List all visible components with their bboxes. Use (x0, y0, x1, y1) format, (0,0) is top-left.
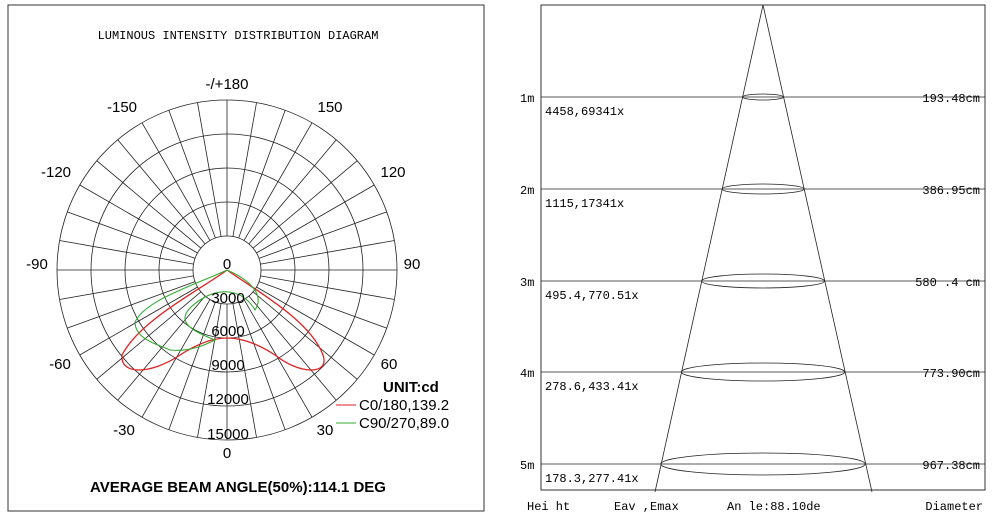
angle-label: 0 (223, 445, 231, 462)
polar-spoke (238, 301, 286, 430)
illuminance-label: 178.3,277.41x (545, 472, 639, 486)
height-label: 2m (520, 184, 534, 198)
polar-spoke (248, 139, 337, 245)
polar-spoke (252, 291, 358, 380)
polar-spoke (168, 110, 216, 239)
polar-spoke (79, 286, 198, 356)
angle-label: 120 (380, 164, 405, 181)
legend-entry: C90/270,89.0 (359, 415, 449, 432)
light-spot (742, 93, 784, 101)
angle-label: 0 (223, 256, 231, 273)
polar-spoke (260, 240, 395, 265)
polar-spoke (67, 211, 196, 259)
diameter-label: 967.38cm (922, 459, 980, 473)
polar-spoke (67, 281, 196, 329)
illuminance-label: 1115,17341x (545, 197, 624, 211)
angle-label: 30 (317, 422, 334, 439)
polar-spoke (252, 160, 358, 249)
light-spot (701, 273, 825, 289)
c0-curve (121, 269, 325, 371)
polar-spoke (96, 160, 202, 249)
radial-label: 12000 (207, 391, 249, 408)
radial-label: 6000 (211, 323, 244, 340)
radial-label: 3000 (211, 290, 244, 307)
polar-spoke (59, 275, 194, 300)
footer-label: Hei ht (527, 500, 570, 514)
polar-spoke (168, 301, 216, 430)
polar-spoke (117, 139, 206, 245)
polar-spoke (197, 102, 222, 237)
polar-spoke (256, 286, 375, 356)
polar-spoke (79, 184, 198, 254)
polar-spoke (141, 299, 211, 418)
polar-spoke (141, 122, 211, 241)
angle-label: -30 (113, 422, 135, 439)
unit-label: UNIT:cd (383, 379, 439, 396)
diameter-label: 193.48cm (922, 92, 980, 106)
diameter-label: 386.95cm (922, 184, 980, 198)
cone-edge (654, 4, 764, 493)
polar-spoke (258, 281, 387, 329)
cone-edge (762, 4, 873, 493)
angle-label: -120 (41, 164, 71, 181)
polar-spoke (59, 240, 194, 265)
height-label: 4m (520, 367, 534, 381)
polar-spoke (243, 122, 313, 241)
illuminance-label: 278.6,433.41x (545, 380, 639, 394)
angle-label: 90 (404, 256, 421, 273)
light-spot (721, 183, 805, 195)
left-panel (7, 4, 485, 512)
illuminance-label: 4458,69341x (545, 105, 624, 119)
polar-spoke (248, 295, 337, 401)
height-label: 5m (520, 459, 534, 473)
light-spot (680, 362, 846, 382)
polar-spoke (256, 184, 375, 254)
diameter-label: 580 .4 cm (915, 276, 980, 290)
angle-label: 150 (317, 99, 342, 116)
polar-spoke (197, 303, 222, 438)
footer-label: Diameter (925, 500, 983, 514)
footer-label: An le:88.10de (727, 500, 821, 514)
polar-spoke (243, 299, 313, 418)
c90-curve (134, 269, 259, 351)
footer-label: Eav ,Emax (614, 500, 679, 514)
polar-spoke (117, 295, 206, 401)
polar-spoke (96, 291, 202, 380)
radial-label: 9000 (211, 357, 244, 374)
polar-spoke (238, 110, 286, 239)
height-label: 3m (520, 276, 534, 290)
polar-spoke (232, 102, 257, 237)
polar-spoke (258, 211, 387, 259)
illuminance-label: 495.4,770.51x (545, 289, 639, 303)
polar-spoke (232, 303, 257, 438)
diameter-label: 773.90cm (922, 367, 980, 381)
polar-spoke (260, 275, 395, 300)
angle-label: -150 (107, 99, 137, 116)
angle-label: 60 (381, 356, 398, 373)
angle-label: -90 (26, 256, 48, 273)
height-label: 1m (520, 92, 534, 106)
legend-entry: C0/180,139.2 (359, 397, 449, 414)
radial-label: 15000 (207, 426, 249, 443)
beam-angle: AVERAGE BEAM ANGLE(50%):114.1 DEG (90, 479, 386, 496)
title: LUMINOUS INTENSITY DISTRIBUTION DIAGRAM (98, 29, 379, 43)
cone (541, 4, 985, 493)
angle-label: -60 (49, 356, 71, 373)
angle-label: -/+180 (206, 76, 249, 93)
light-spot (660, 452, 866, 476)
